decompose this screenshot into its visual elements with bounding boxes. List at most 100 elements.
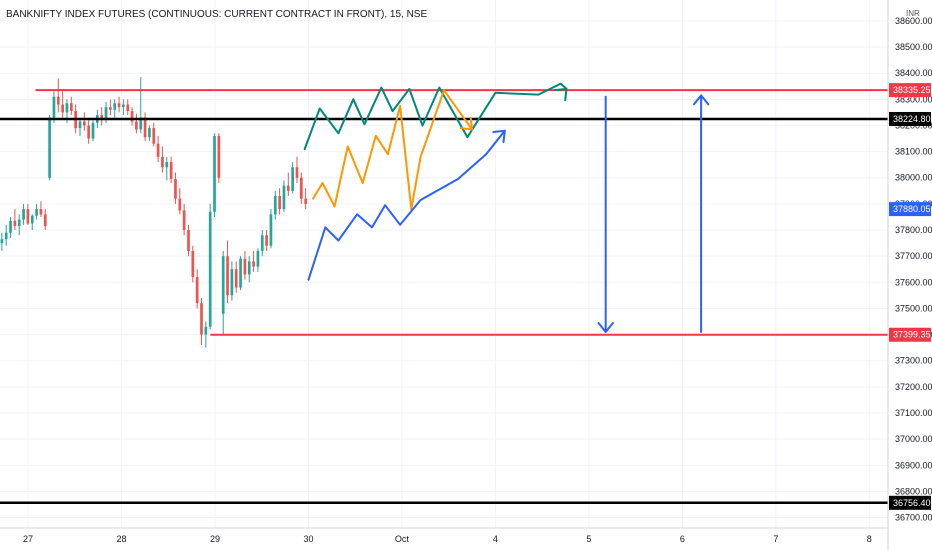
candle-body-12: [52, 96, 56, 118]
x-tick-label-0: 27: [23, 534, 33, 544]
candle-body-10: [43, 214, 47, 227]
projection-arrowhead-3: [597, 322, 614, 333]
projection-arrowhead-1: [459, 116, 473, 131]
candle-body-21: [91, 122, 95, 139]
candle-body-70: [304, 198, 308, 204]
y-tick-label-0: 36700.00: [895, 513, 932, 523]
candle-body-18: [78, 121, 82, 129]
x-tick-label-7: 6: [680, 534, 685, 544]
y-tick-label-13: 38000.00: [895, 173, 932, 183]
price-badge-bg-1: [889, 111, 931, 126]
y-tick-label-6: 37300.00: [895, 356, 932, 366]
y-tick-label-3: 37000.00: [895, 434, 932, 444]
candle-body-60: [260, 235, 264, 251]
candle-body-0: [0, 239, 4, 244]
price-badges-group: 38335.25 38224.80 37399.35 36756.40 37880.05: [889, 83, 931, 510]
candle-body-43: [187, 230, 190, 251]
candle-body-48: [208, 211, 212, 327]
y-tick-label-18: 38500.00: [895, 42, 932, 52]
price-badge-bg-2: [889, 327, 931, 342]
x-tick-label-4: Oct: [395, 534, 410, 544]
candle-body-46: [200, 303, 203, 335]
candle-body-2: [9, 220, 12, 233]
candle-body-58: [252, 261, 255, 267]
candle-body-13: [56, 96, 60, 105]
x-tick-label-3: 30: [303, 534, 313, 544]
x-tick-label-8: 7: [773, 534, 778, 544]
price-badge-label-2: 37399.35: [893, 330, 931, 340]
candle-body-53: [230, 269, 234, 296]
candle-body-67: [291, 167, 294, 191]
projection-path-2: [307, 129, 506, 281]
y-tick-label-5: 37200.00: [895, 382, 932, 392]
price-badge-label-1: 38224.80: [893, 114, 931, 124]
candle-body-5: [22, 209, 25, 220]
candle-body-9: [39, 209, 43, 215]
candle-body-31: [135, 121, 138, 130]
candle-body-16: [69, 103, 73, 112]
candle-body-28: [122, 104, 125, 108]
candle-body-11: [48, 117, 51, 178]
candle-body-32: [139, 117, 143, 130]
candle-body-55: [239, 258, 242, 288]
candle-body-19: [82, 121, 86, 126]
candle-body-34: [148, 128, 151, 138]
candle-body-39: [169, 162, 173, 180]
candle-body-49: [213, 135, 216, 212]
candle-body-6: [26, 209, 30, 224]
projection-arrowhead-2: [492, 129, 506, 144]
candle-body-7: [30, 215, 34, 224]
x-tick-label-6: 5: [586, 534, 591, 544]
candle-body-29: [126, 104, 130, 112]
candle-body-37: [161, 156, 164, 168]
x-tick-label-5: 4: [493, 534, 498, 544]
y-tick-label-4: 37100.00: [895, 408, 932, 418]
projection-drawings-group: [303, 82, 710, 333]
projection-path-1: [312, 89, 473, 211]
projection-arrowhead-0: [554, 87, 568, 102]
candle-body-66: [286, 185, 290, 191]
candle-body-14: [61, 104, 64, 113]
candle-body-4: [17, 219, 21, 227]
candle-body-61: [265, 235, 268, 246]
candle-body-50: [217, 135, 221, 178]
candle-body-36: [156, 143, 160, 157]
candle-body-62: [269, 214, 273, 246]
plot-area[interactable]: [0, 0, 888, 528]
candle-body-59: [256, 250, 260, 267]
projection-arrowhead-4: [692, 94, 710, 106]
candle-body-35: [152, 128, 156, 144]
candle-body-27: [117, 103, 121, 108]
candle-body-24: [104, 107, 108, 121]
candle-body-57: [247, 261, 251, 275]
candle-body-68: [295, 167, 299, 178]
price-badge-label-0: 38335.25: [893, 85, 931, 95]
y-tick-label-8: 37500.00: [895, 303, 932, 313]
candle-body-42: [182, 210, 186, 231]
price-badge-bg-0: [889, 83, 931, 98]
price-axis[interactable]: 36700.00 36800.00 36900.00 37000.00 37100.00…: [887, 0, 932, 550]
candle-body-15: [65, 103, 69, 113]
time-axis[interactable]: 27 28 29 30 Oct 4 5 6 7 8: [0, 527, 888, 544]
x-tick-label-1: 28: [117, 534, 127, 544]
price-badge-label-3: 36756.40: [893, 498, 931, 508]
x-tick-label-9: 8: [867, 534, 872, 544]
y-tick-label-1: 36800.00: [895, 486, 932, 496]
y-tick-label-16: 38300.00: [895, 94, 932, 104]
candle-body-25: [109, 107, 112, 110]
candle-body-33: [143, 117, 147, 138]
candle-body-64: [278, 196, 281, 210]
currency-label: INR: [906, 9, 920, 18]
candle-body-26: [113, 103, 117, 110]
price-badge-bg-3: [889, 495, 931, 510]
candle-body-51: [221, 256, 225, 314]
candle-body-52: [226, 256, 229, 296]
candle-body-63: [273, 196, 277, 215]
candles-group: [0, 77, 308, 348]
candle-body-44: [191, 250, 195, 278]
candle-body-20: [87, 125, 91, 139]
y-tick-label-9: 37600.00: [895, 277, 932, 287]
candle-body-30: [130, 111, 134, 122]
